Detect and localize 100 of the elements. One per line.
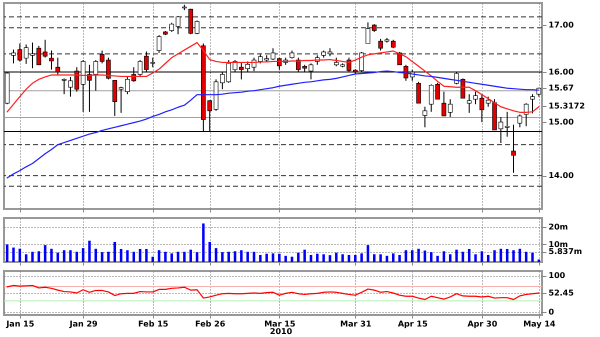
bar (404, 250, 408, 262)
bar (442, 251, 446, 262)
candlestick (156, 34, 162, 54)
bar (424, 250, 426, 262)
bar (56, 252, 60, 262)
bar (252, 252, 256, 262)
x-tick-label: Feb 26 (195, 320, 226, 328)
bar (480, 251, 484, 262)
y-tick-label: 52.45 (548, 288, 574, 298)
bar (360, 253, 363, 262)
candlestick (518, 114, 522, 128)
y-tick-label: 16.00 (548, 68, 574, 77)
bar (398, 254, 401, 262)
bar (132, 252, 136, 262)
bar (366, 245, 370, 262)
bar (189, 250, 192, 262)
bar (24, 254, 28, 262)
bar (373, 254, 376, 262)
bar (341, 254, 344, 262)
bar (176, 252, 180, 262)
bar (145, 248, 148, 262)
bar (284, 256, 287, 262)
bar (272, 253, 274, 262)
bar (170, 253, 173, 262)
y-tick-label: 100 (548, 271, 566, 280)
bar (114, 242, 116, 262)
bar (6, 244, 8, 262)
bar (44, 245, 46, 262)
x-tick-label: Apr 15 (398, 320, 428, 328)
candlestick (416, 81, 421, 104)
bar (158, 250, 160, 262)
candlestick (62, 78, 66, 95)
x-tick-label: Feb 15 (138, 320, 169, 328)
text: 2010 (270, 327, 293, 336)
bar (234, 251, 236, 262)
bar (214, 248, 218, 262)
bar (524, 252, 528, 262)
candlestick (448, 98, 453, 118)
candlestick (49, 50, 54, 70)
candlestick (422, 106, 428, 128)
bar (164, 252, 167, 262)
bar (303, 250, 306, 262)
candlestick (530, 94, 535, 114)
bar (38, 251, 40, 262)
bar (455, 250, 458, 262)
bar (328, 255, 332, 262)
bar (76, 252, 78, 262)
bar (82, 248, 84, 262)
y-tick-label: 17.00 (548, 20, 574, 30)
bar (100, 252, 104, 262)
bar (297, 252, 300, 262)
bar (335, 252, 338, 262)
bar (354, 254, 357, 262)
x-tick-label: Mar 31 (340, 320, 372, 328)
y-tick-label: 0 (548, 307, 554, 316)
bar (69, 250, 72, 262)
y-tick-label: 10m (548, 240, 568, 249)
bar (18, 248, 22, 262)
bar (62, 250, 66, 262)
bar (12, 248, 15, 262)
bar (138, 248, 142, 262)
bar (310, 254, 312, 262)
x-tick-label: Jan 15 (5, 320, 35, 328)
bar (208, 242, 211, 262)
bar (392, 253, 395, 262)
bar (246, 252, 249, 262)
bar (278, 254, 281, 262)
bar (493, 250, 496, 262)
bar (50, 248, 53, 262)
candlestick (42, 39, 48, 58)
bar (531, 252, 534, 262)
y-tick-label: 15.3172 (548, 101, 585, 110)
bar (468, 248, 470, 262)
bar (151, 256, 154, 262)
bar (265, 254, 268, 262)
bar (107, 252, 110, 262)
bar (290, 256, 294, 262)
candlestick (397, 51, 402, 66)
x-tick-label: Apr 30 (467, 320, 498, 328)
candlestick (466, 94, 472, 114)
y-tick-label: 5.837m (548, 247, 582, 256)
x-tick-label: Mar 15 (264, 320, 296, 328)
x-tick-label: Jan 29 (68, 320, 98, 328)
bar (240, 250, 243, 262)
bar (417, 248, 420, 262)
bar (183, 252, 186, 262)
bar (512, 250, 515, 262)
bar (196, 252, 198, 262)
bar (120, 248, 122, 262)
bar (31, 252, 34, 262)
bar (316, 254, 319, 262)
y-tick-label: 15.00 (548, 118, 574, 127)
bar (506, 248, 508, 262)
bar (518, 248, 522, 262)
bar (221, 252, 224, 262)
y-tick-label: 14.00 (548, 171, 574, 180)
bar (410, 250, 414, 262)
bar (88, 240, 91, 262)
bar (227, 252, 230, 262)
line-series (6, 284, 540, 300)
